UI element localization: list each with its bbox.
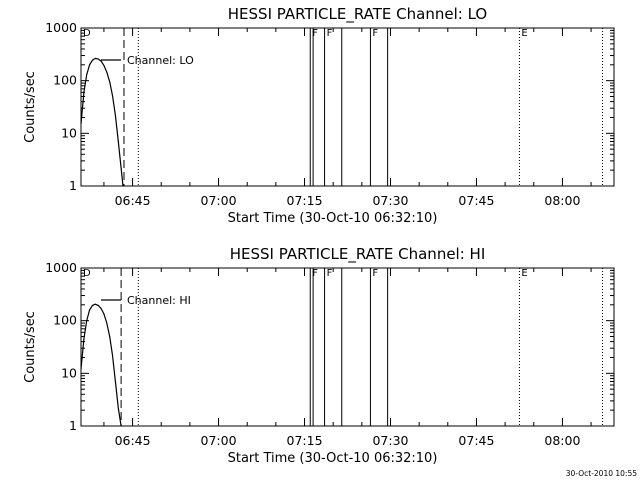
data-point — [91, 59, 93, 61]
event-marker-label: F — [327, 268, 333, 279]
y-tick-label: 1 — [69, 178, 77, 193]
chart-panel-hi: HESSI PARTICLE_RATE Channel: HI Counts/se… — [23, 245, 615, 466]
data-point — [89, 64, 91, 66]
data-point — [120, 425, 122, 427]
plot-frame — [80, 267, 615, 427]
x-tick-label: 08:00 — [544, 193, 580, 208]
y-axis-label: Counts/sec — [23, 311, 38, 383]
x-tick-label: 07:00 — [201, 193, 237, 208]
event-marker-label: F — [372, 28, 378, 39]
timestamp-label: 30-Oct-2010 10:55 — [566, 469, 637, 478]
data-point — [103, 313, 105, 315]
y-tick-label: 10 — [61, 365, 77, 380]
data-point — [106, 322, 108, 324]
data-point — [100, 60, 102, 62]
data-point — [97, 304, 99, 306]
plot-frame — [80, 27, 615, 187]
data-point — [103, 64, 105, 66]
data-point — [120, 167, 122, 169]
x-axis-label: Start Time (30-Oct-10 06:32:10) — [228, 451, 438, 466]
data-point — [117, 407, 119, 409]
x-tick-label: 07:45 — [458, 193, 494, 208]
x-tick-label: 07:30 — [372, 433, 408, 448]
data-point — [106, 71, 108, 73]
y-tick-label: 1 — [69, 418, 77, 433]
data-point — [114, 380, 116, 382]
data-point — [91, 304, 93, 306]
data-point — [94, 57, 96, 59]
x-tick-label: 06:45 — [115, 433, 151, 448]
event-marker-label: F — [327, 28, 333, 39]
y-tick-label: 1000 — [45, 20, 77, 35]
x-tick-label: 08:00 — [544, 433, 580, 448]
data-point — [100, 308, 102, 310]
data-point — [112, 354, 114, 356]
data-point — [86, 74, 88, 76]
y-tick-label: 100 — [53, 313, 77, 328]
y-axis-label: Counts/sec — [23, 71, 38, 143]
data-point — [109, 81, 111, 83]
legend-label: Channel: HI — [127, 294, 191, 307]
event-marker-label: D — [83, 268, 91, 279]
data-point — [114, 114, 116, 116]
event-marker-label: E — [521, 268, 527, 279]
legend-label: Channel: LO — [127, 54, 194, 67]
x-tick-label: 07:45 — [458, 433, 494, 448]
data-point — [94, 303, 96, 305]
y-tick-label: 1000 — [45, 260, 77, 275]
x-tick-label: 06:45 — [115, 193, 151, 208]
data-point — [109, 336, 111, 338]
data-point — [86, 320, 88, 322]
chart-title: HESSI PARTICLE_RATE Channel: HI — [230, 245, 486, 264]
event-marker-label: F — [312, 268, 318, 279]
chart-panel-lo: HESSI PARTICLE_RATE Channel: LO Counts/se… — [23, 5, 615, 226]
event-marker-label: F — [372, 268, 378, 279]
y-tick-label: 10 — [61, 125, 77, 140]
chart-title: HESSI PARTICLE_RATE Channel: LO — [228, 5, 487, 24]
data-point — [83, 338, 85, 340]
x-tick-label: 07:15 — [287, 193, 323, 208]
y-tick-label: 100 — [53, 73, 77, 88]
data-point — [122, 185, 124, 187]
data-point — [112, 95, 114, 97]
event-marker-label: D — [83, 28, 91, 39]
data-point — [97, 58, 99, 60]
x-axis-label: Start Time (30-Oct-10 06:32:10) — [228, 211, 438, 226]
data-point — [80, 123, 82, 125]
data-point — [117, 140, 119, 142]
data-point — [80, 368, 82, 370]
x-tick-label: 07:00 — [201, 433, 237, 448]
event-marker-label: F — [312, 28, 318, 39]
data-point — [83, 91, 85, 93]
event-marker-label: E — [521, 28, 527, 39]
data-point — [89, 309, 91, 311]
x-tick-label: 07:30 — [372, 193, 408, 208]
x-tick-label: 07:15 — [287, 433, 323, 448]
series-line — [80, 57, 124, 187]
